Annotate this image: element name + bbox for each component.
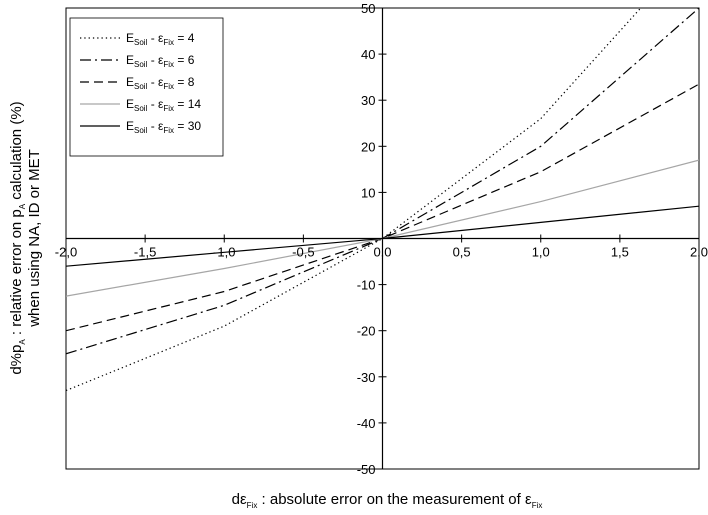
legend-label-3: ESoil - εFix = 8 (126, 75, 195, 91)
legend-label-5: ESoil - εFix = 30 (126, 119, 201, 135)
x-tick-label: -1,5 (134, 245, 156, 260)
series-line-1 (66, 8, 642, 392)
x-tick-label: 0,0 (373, 245, 391, 260)
x-tick-label: -0,5 (292, 245, 314, 260)
x-tick-label: 1,5 (611, 245, 629, 260)
y-axis-title-line2: when using NA, ID or MET (26, 149, 43, 328)
legend-label-1: ESoil - εFix = 4 (126, 31, 195, 47)
legend-label-4: ESoil - εFix = 14 (126, 97, 201, 113)
series-layer (66, 8, 699, 392)
y-tick-label: 50 (361, 1, 375, 16)
legend-label-2: ESoil - εFix = 6 (126, 53, 195, 69)
y-tick-label: 40 (361, 47, 375, 62)
y-tick-label: -30 (357, 370, 376, 385)
y-tick-label: -50 (357, 462, 376, 477)
series-line-5 (66, 205, 699, 267)
x-axis-title: dεFix : absolute error on the measuremen… (232, 491, 543, 510)
y-axis-title-line1: d%pA : relative error on pA calculation … (8, 101, 27, 374)
y-tick-label: 10 (361, 185, 375, 200)
x-tick-label: -1,0 (213, 245, 235, 260)
y-tick-label: -20 (357, 324, 376, 339)
x-tick-label: 2,0 (690, 245, 708, 260)
y-tick-label: 30 (361, 93, 375, 108)
y-tick-label: -40 (357, 416, 376, 431)
y-tick-label: 20 (361, 139, 375, 154)
legend: ESoil - εFix = 4 ESoil - εFix = 6 ESoil - … (69, 17, 224, 157)
x-tick-label: 0,5 (453, 245, 471, 260)
x-tick-label: -2,0 (55, 245, 77, 260)
y-tick-label: -10 (357, 278, 376, 293)
tick-labels: -2,0 -1,5 -1,0 -0,5 0,0 0,5 1,0 1,5 2,0 -50 -40 -30… (55, 1, 708, 477)
x-tick-label: 1,0 (532, 245, 550, 260)
legend-box (69, 17, 224, 157)
